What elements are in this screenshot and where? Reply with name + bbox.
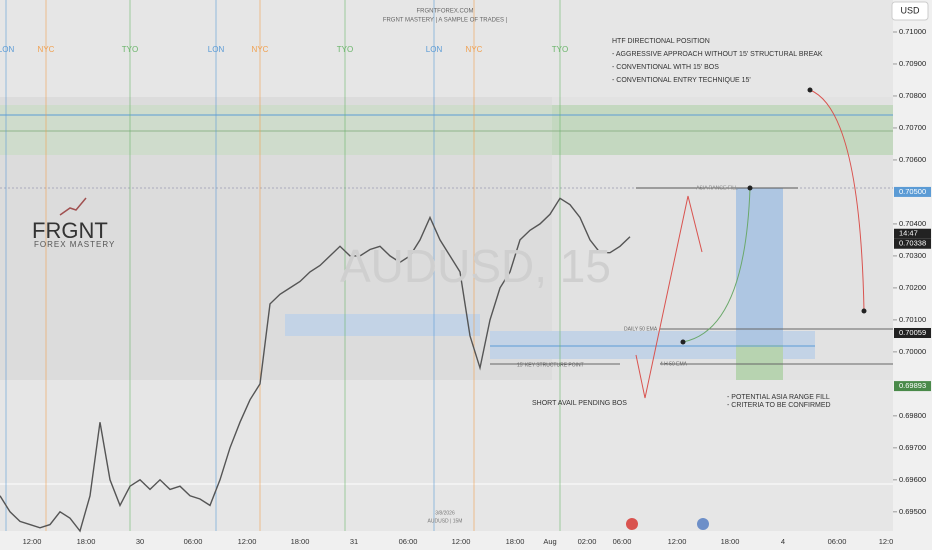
projection-path [635, 195, 703, 399]
y-tick-label: 0.70200 [899, 283, 926, 292]
subtitle: FRGNT MASTERY | A SAMPLE OF TRADES | [383, 18, 508, 24]
x-tick-label: 12:00 [452, 537, 471, 546]
supply-zone [552, 105, 893, 155]
target-box [736, 345, 783, 380]
x-tick-label: 02:00 [578, 537, 597, 546]
session-label: LON [426, 45, 443, 54]
note: HTF DIRECTIONAL POSITION [612, 38, 710, 45]
annotation: 4 H 50 EMA [660, 361, 688, 367]
time-tag [894, 228, 931, 239]
y-tick-label: 0.70800 [899, 91, 926, 100]
point [747, 185, 753, 191]
time-axis [0, 531, 893, 550]
currency-button[interactable] [891, 1, 929, 21]
x-tick-label: 06:00 [399, 537, 418, 546]
annotation: - CRITERIA TO BE CONFIRMED [727, 402, 831, 409]
point [861, 308, 867, 314]
x-tick-label: Aug [543, 537, 556, 546]
time-tag-label: 14:47 [899, 229, 918, 238]
projection-curve [809, 89, 865, 312]
plot [0, 0, 631, 533]
x-tick-label: 12:00 [668, 537, 687, 546]
x-tick-label: 12:00 [238, 537, 257, 546]
x-tick-label: 4 [781, 537, 785, 546]
logo-arrow [59, 197, 87, 216]
price-tag [894, 238, 931, 249]
session-label: LON [208, 45, 225, 54]
x-tick-label: 31 [350, 537, 358, 546]
x-tick-label: 06:00 [613, 537, 632, 546]
y-tick-label: 0.70000 [899, 347, 926, 356]
y-tick-label: 0.70700 [899, 123, 926, 132]
logo-tagline: FOREX MASTERY [34, 240, 115, 249]
point [680, 339, 686, 345]
session-label: TYO [122, 45, 138, 54]
price-tag-label: 0.69893 [899, 381, 926, 390]
y-tick-label: 0.70400 [899, 219, 926, 228]
x-tick-label: 06:00 [828, 537, 847, 546]
x-tick-label: 18:00 [77, 537, 96, 546]
price-tag [894, 186, 931, 197]
price-tag-label: 0.70500 [899, 187, 926, 196]
price-axis [893, 0, 932, 550]
session-label: TYO [337, 45, 353, 54]
session-label: NYC [252, 45, 269, 54]
note: - CONVENTIONAL WITH 15' BOS [612, 64, 719, 71]
y-tick-label: 0.69800 [899, 411, 926, 420]
y-tick-label: 0.69600 [899, 475, 926, 484]
footer-date: 3/8/2026 [435, 510, 455, 516]
price-tag [894, 381, 931, 392]
y-tick-label: 0.71000 [899, 27, 926, 36]
session-label: LON [0, 45, 14, 54]
x-tick-label: 12:00 [23, 537, 42, 546]
event-icon[interactable] [626, 518, 638, 530]
y-tick-label: 0.70900 [899, 59, 926, 68]
supply-zone [0, 105, 552, 155]
annotation: ASIA RANGE FILL [696, 185, 738, 191]
annotation: SHORT AVAIL PENDING BOS [532, 400, 627, 407]
y-tick-label: 0.70300 [899, 251, 926, 260]
y-tick-label: 0.69700 [899, 443, 926, 452]
session-label: NYC [466, 45, 483, 54]
annotation: - POTENTIAL ASIA RANGE FILL [727, 394, 830, 401]
y-tick-label: 0.70600 [899, 155, 926, 164]
price-tag-label: 0.70059 [899, 328, 926, 337]
price-tag [894, 327, 931, 338]
annotation: DAILY 50 EMA [624, 326, 658, 332]
footer-symbol: AUDUSD | 15M [428, 518, 463, 524]
price-line [0, 197, 631, 533]
point [807, 87, 813, 93]
note: - CONVENTIONAL ENTRY TECHNIQUE 15' [612, 77, 751, 84]
demand-zone [285, 314, 480, 336]
site: FRGNTFOREX.COM [417, 9, 474, 15]
y-tick-label: 0.69500 [899, 507, 926, 516]
session-label: TYO [552, 45, 568, 54]
projection-curve [682, 187, 751, 343]
x-tick-label: 18:00 [721, 537, 740, 546]
x-tick-label: 12:0 [879, 537, 894, 546]
event-icon[interactable] [697, 518, 709, 530]
session-label: NYC [38, 45, 55, 54]
watermark: AUDUSD, 15 [340, 240, 611, 292]
annotation: 15' KEY STRUCTURE POINT [517, 362, 584, 368]
x-tick-label: 18:00 [506, 537, 525, 546]
x-tick-label: 06:00 [184, 537, 203, 546]
logo: FRGNT [32, 218, 108, 243]
price-tag-label: 0.70338 [899, 239, 926, 248]
x-tick-label: 30 [136, 537, 144, 546]
currency-label: USD [900, 5, 920, 15]
note: - AGGRESSIVE APPROACH WITHOUT 15' STRUCT… [612, 51, 823, 58]
x-tick-label: 18:00 [291, 537, 310, 546]
y-tick-label: 0.70100 [899, 315, 926, 324]
